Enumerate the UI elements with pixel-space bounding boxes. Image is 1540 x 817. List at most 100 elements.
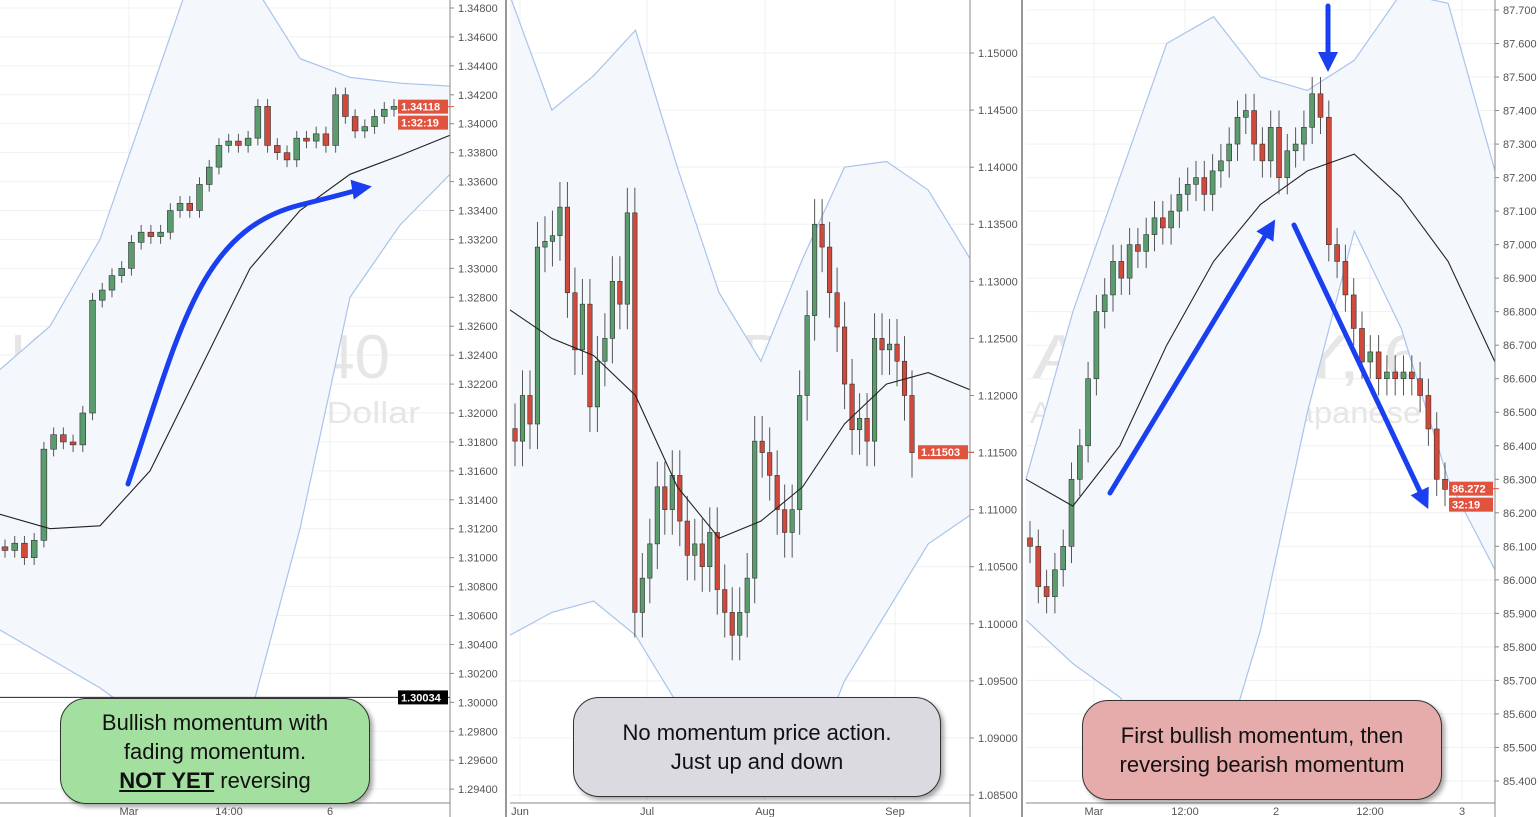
candle-body [1110, 261, 1116, 296]
candle-body [692, 543, 698, 556]
candle-body [789, 509, 795, 533]
moving-average-line [0, 134, 451, 530]
candle-body [849, 383, 855, 431]
candle-body [1035, 546, 1042, 587]
candle-body [624, 212, 630, 305]
candle-body [1077, 445, 1083, 480]
candle-body [1060, 546, 1066, 571]
y-tick-label: 1.14000 [978, 162, 1018, 174]
usdcad-panel: USDCAD, 240U.S. Dollar/Canadian Dollar1.… [0, 0, 505, 817]
eurusd-panel: EURUSD, DEuro Fx/U.S. Dollar1.150001.145… [505, 0, 1020, 817]
candle-body [542, 241, 548, 248]
usdcad-annotation-box: Bullish momentum with fading momentum. N… [60, 698, 370, 804]
candle-body [99, 289, 106, 301]
candle-body [1226, 143, 1232, 162]
y-tick-label: 86.800 [1503, 307, 1537, 319]
candle-body [1259, 143, 1266, 162]
candle-body [519, 395, 526, 442]
y-tick-label: 1.32200 [458, 379, 498, 391]
candle-body [819, 223, 825, 248]
candle-body [1442, 478, 1448, 490]
x-tick-label: 12:00 [1171, 806, 1199, 817]
candle-body [235, 140, 242, 146]
candle-body [206, 166, 213, 185]
y-tick-label: 1.30400 [458, 639, 498, 651]
candle-body [737, 612, 743, 636]
y-tick-label: 1.34400 [458, 61, 498, 73]
candle-body [1093, 311, 1100, 380]
candle-body [1201, 177, 1208, 195]
x-tick-label: 2 [1273, 806, 1279, 817]
annotation-line: Just up and down [670, 749, 844, 774]
x-tick-label: 14:00 [215, 806, 243, 817]
candle-body [1176, 194, 1183, 212]
y-tick-label: 1.29600 [458, 755, 498, 767]
candle-body [1359, 328, 1365, 363]
x-tick-label: Mar [120, 806, 139, 817]
candle-body [767, 452, 773, 476]
candle-body [225, 140, 232, 146]
candle-body [1101, 294, 1108, 312]
y-tick-label: 85.400 [1503, 776, 1537, 788]
candle-body [1375, 351, 1382, 380]
y-tick-label: 1.30600 [458, 611, 498, 623]
annotation-line: Bullish momentum with [101, 709, 329, 735]
candle-body [1384, 371, 1390, 380]
candle-body [1292, 143, 1299, 152]
candle-body [1301, 127, 1307, 145]
candle-body [1317, 93, 1324, 118]
candle-body [1118, 261, 1125, 279]
candle-body [909, 395, 915, 453]
price-label: 86.272 [1452, 484, 1486, 496]
audjpy-panel: AUDJPY, 60Australian Dollar/Japanese Yen… [1021, 0, 1540, 817]
y-tick-label: 87.500 [1503, 72, 1537, 84]
candle-body [707, 532, 713, 568]
x-tick-label: 6 [327, 806, 333, 817]
candle-body [684, 520, 690, 556]
candle-body [1151, 217, 1158, 235]
moving-average-line [1025, 153, 1496, 507]
candle-body [654, 486, 660, 545]
candle-body [827, 246, 833, 294]
y-tick-label: 86.100 [1503, 541, 1537, 553]
candle-body [147, 231, 155, 237]
y-axis-area [970, 0, 1020, 817]
candle-body [1392, 371, 1398, 380]
candle-body [303, 137, 310, 142]
y-tick-label: 1.32000 [458, 408, 498, 420]
candle-body [744, 577, 750, 613]
y-tick-label: 1.13000 [978, 276, 1018, 288]
candle-body [186, 202, 193, 211]
annotation-line: NOT YET reversing [119, 766, 311, 795]
candle-body [196, 184, 203, 211]
candle-body [1085, 378, 1091, 447]
y-tick-label: 86.600 [1503, 374, 1537, 386]
y-tick-label: 87.700 [1503, 5, 1537, 17]
candle-body [1168, 210, 1174, 229]
y-tick-label: 86.900 [1503, 273, 1537, 285]
annotation-arrows [125, 3, 1429, 510]
candle-body [1367, 351, 1374, 363]
candle-body [1193, 177, 1199, 185]
y-tick-label: 86.200 [1503, 508, 1537, 520]
y-tick-label: 1.32800 [458, 292, 498, 304]
candle-body [50, 434, 57, 450]
candle-body [871, 338, 878, 442]
countdown-label: 1:32:19 [401, 118, 439, 130]
candle-body [722, 589, 728, 613]
candle-body [1135, 244, 1141, 252]
y-tick-label: 87.600 [1503, 39, 1537, 51]
y-tick-label: 1.15000 [978, 48, 1018, 60]
candle-body [1342, 261, 1349, 296]
y-tick-label: 85.500 [1503, 742, 1537, 754]
candle-body [215, 145, 223, 168]
candle-body [527, 395, 533, 425]
candle-body [782, 509, 788, 533]
candle-body [842, 326, 848, 385]
candle-body [572, 292, 578, 351]
candle-body [587, 303, 593, 408]
candle-body [1425, 395, 1432, 430]
y-tick-label: 1.29400 [458, 784, 498, 796]
y-tick-label: 86.300 [1503, 474, 1537, 486]
